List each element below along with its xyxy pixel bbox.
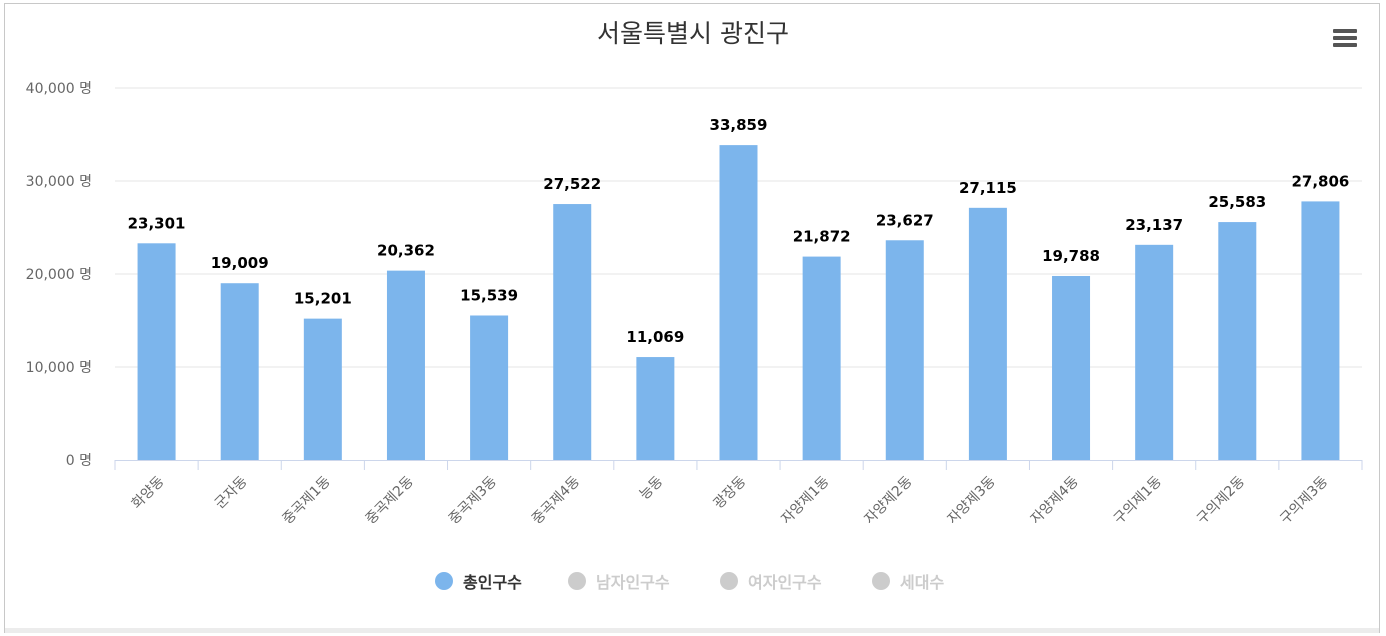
x-tick-label: 중곡제1동: [280, 473, 334, 527]
x-tick-label: 구의제1동: [1111, 473, 1165, 527]
legend-dot-male-population: [568, 572, 586, 590]
data-label: 23,137: [1125, 216, 1183, 234]
bar: [220, 283, 259, 460]
x-tick-label: 광장동: [711, 473, 750, 512]
data-label: 23,301: [128, 214, 186, 232]
legend-label-male-population: 남자인구수: [596, 573, 670, 592]
x-tick-label: 구의제3동: [1277, 473, 1331, 527]
legend-item-total-population[interactable]: 총인구수: [435, 568, 522, 594]
legend-label-total-population: 총인구수: [463, 573, 522, 592]
x-tick-label: 자양제2동: [862, 473, 916, 527]
legend-item-male-population[interactable]: 남자인구수: [568, 568, 670, 594]
bar: [470, 315, 509, 460]
bar: [636, 357, 675, 460]
bar: [1052, 275, 1091, 460]
data-label: 27,806: [1291, 172, 1349, 190]
bar: [386, 270, 425, 460]
x-tick-label: 자양제4동: [1028, 473, 1082, 527]
x-tick-label: 구의제2동: [1194, 473, 1248, 527]
legend-label-female-population: 여자인구수: [748, 573, 822, 592]
x-tick-label: 군자동: [212, 473, 251, 512]
data-label: 33,859: [710, 116, 768, 134]
x-tick-label: 능동: [637, 473, 667, 503]
bar: [802, 256, 841, 460]
x-tick-label: 중곡제4동: [529, 473, 583, 527]
bar: [719, 145, 758, 460]
chart-title: 서울특별시 광진구: [597, 19, 789, 48]
bar: [1135, 244, 1174, 460]
data-label: 15,201: [294, 290, 352, 308]
bar: [968, 207, 1007, 460]
data-label: 19,009: [211, 254, 269, 272]
bar: [1218, 222, 1257, 460]
bar: [885, 240, 924, 460]
x-tick-label: 중곡제3동: [446, 473, 500, 527]
data-label: 27,115: [959, 179, 1017, 197]
x-tick-label: 자양제1동: [778, 473, 832, 527]
x-tick-label: 중곡제2동: [363, 473, 417, 527]
legend-item-households[interactable]: 세대수: [872, 568, 944, 594]
x-tick-label: 자양제3동: [945, 473, 999, 527]
bar: [1301, 201, 1340, 460]
data-label: 11,069: [626, 328, 684, 346]
x-tick-label: 화양동: [129, 473, 168, 512]
data-label: 15,539: [460, 286, 518, 304]
y-tick-label: 40,000 명: [26, 81, 92, 97]
legend: 총인구수 남자인구수 여자인구수 세대수: [0, 568, 1386, 594]
data-label: 19,788: [1042, 247, 1100, 265]
bar: [137, 243, 176, 460]
legend-dot-households: [872, 572, 890, 590]
bar: [303, 318, 342, 460]
y-tick-label: 20,000 명: [26, 267, 92, 283]
legend-item-female-population[interactable]: 여자인구수: [720, 568, 822, 594]
y-tick-label: 30,000 명: [26, 174, 92, 190]
data-label: 27,522: [543, 175, 601, 193]
data-label: 20,362: [377, 242, 435, 260]
bar-chart: 0 명 10,000 명 20,000 명 30,000 명 40,000 명 23,30…: [26, 81, 1363, 528]
legend-dot-female-population: [720, 572, 738, 590]
legend-dot-total-population: [435, 572, 453, 590]
y-tick-label: 10,000 명: [26, 360, 92, 376]
legend-label-households: 세대수: [900, 573, 945, 592]
bottom-strip: [5, 628, 1379, 633]
data-label: 23,627: [876, 211, 934, 229]
y-tick-label: 0 명: [66, 453, 92, 469]
bar: [553, 204, 592, 460]
hamburger-menu-icon[interactable]: [1330, 26, 1360, 50]
data-label: 25,583: [1208, 193, 1266, 211]
data-label: 21,872: [793, 228, 851, 246]
